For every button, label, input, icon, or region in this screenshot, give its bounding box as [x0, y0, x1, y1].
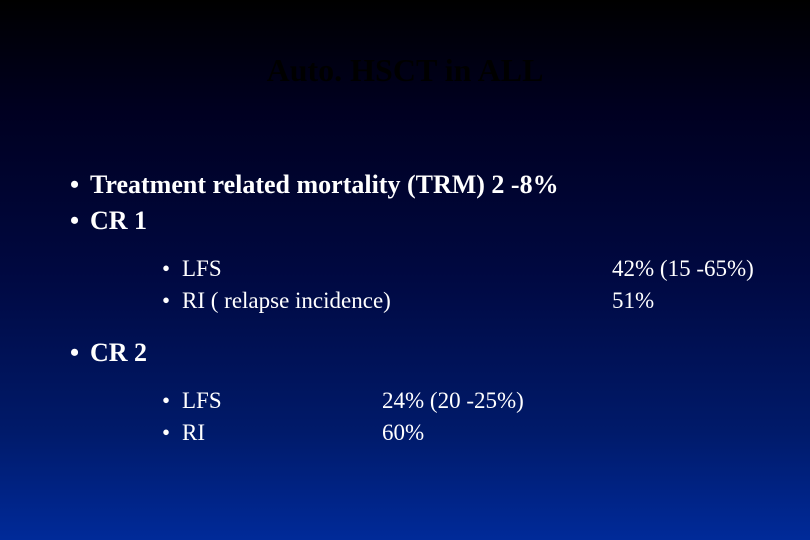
bullet-icon: • [70, 206, 90, 236]
cr1-lfs-label: LFS [182, 256, 222, 281]
bullet-cr2-text: CR 2 [90, 338, 147, 367]
bullet-icon: • [70, 170, 90, 200]
slide-title: Auto. HSCT in ALL [0, 52, 810, 89]
slide-body: •Treatment related mortality (TRM) 2 -8%… [70, 170, 780, 450]
cr2-sub: •LFS 24% (20 -25%) •RI 60% [162, 388, 780, 450]
cr2-lfs-row: •LFS 24% (20 -25%) [162, 388, 780, 418]
cr1-ri-label: RI ( relapse incidence) [182, 288, 391, 313]
cr2-lfs-value: 24% (20 -25%) [382, 388, 524, 414]
slide: Auto. HSCT in ALL •Treatment related mor… [0, 0, 810, 540]
bullet-trm-text: Treatment related mortality (TRM) 2 -8% [90, 170, 559, 199]
cr2-ri-row: •RI 60% [162, 420, 780, 450]
cr1-ri-row: •RI ( relapse incidence) 51% [162, 288, 780, 318]
cr2-ri-value: 60% [382, 420, 424, 446]
cr1-lfs-row: •LFS 42% (15 -65%) [162, 256, 780, 286]
bullet-cr1-text: CR 1 [90, 206, 147, 235]
cr2-lfs-label: LFS [182, 388, 222, 413]
bullet-icon: • [70, 338, 90, 368]
cr1-ri-value: 51% [612, 288, 654, 314]
cr1-lfs-value: 42% (15 -65%) [612, 256, 754, 282]
bullet-icon: • [162, 288, 182, 314]
cr1-sub: •LFS 42% (15 -65%) •RI ( relapse inciden… [162, 256, 780, 318]
bullet-cr2: •CR 2 [70, 338, 780, 368]
bullet-cr1: •CR 1 [70, 206, 780, 236]
bullet-trm: •Treatment related mortality (TRM) 2 -8% [70, 170, 780, 200]
bullet-icon: • [162, 420, 182, 446]
bullet-icon: • [162, 388, 182, 414]
bullet-icon: • [162, 256, 182, 282]
cr2-ri-label: RI [182, 420, 205, 445]
